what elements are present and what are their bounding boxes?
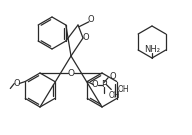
Text: OH: OH: [108, 91, 120, 100]
Text: NH₂: NH₂: [144, 45, 160, 55]
Text: O: O: [83, 33, 89, 41]
Text: O: O: [14, 79, 21, 88]
Text: O: O: [68, 68, 74, 77]
Text: O: O: [88, 14, 94, 23]
Text: OH: OH: [117, 85, 129, 94]
Text: P: P: [102, 80, 107, 89]
Text: O: O: [110, 72, 117, 81]
Text: O: O: [92, 80, 98, 89]
